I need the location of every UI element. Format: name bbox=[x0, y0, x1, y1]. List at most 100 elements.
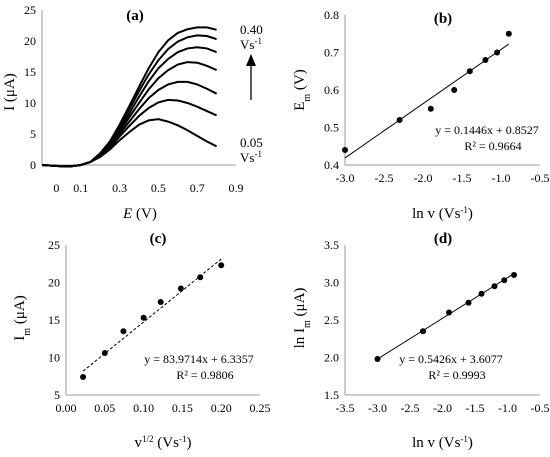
x-axis-label-part: ) bbox=[468, 435, 473, 451]
trendline-equation: y = 0.1446x + 0.8527 bbox=[435, 123, 539, 137]
y-tick-label: 3.0 bbox=[324, 276, 339, 290]
x-tick-label: -0.5 bbox=[531, 171, 550, 185]
scan-rate-bottom-unit-part: Vs bbox=[240, 150, 254, 165]
x-axis-label: E (V) bbox=[122, 206, 157, 222]
y-tick-label: 0 bbox=[30, 158, 36, 172]
y-axis-label: ln Im (μA) bbox=[292, 288, 313, 349]
x-tick-label: -1.0 bbox=[492, 171, 511, 185]
cv-curve-7 bbox=[41, 26, 217, 168]
y-tick-label: 25 bbox=[48, 238, 60, 252]
x-axis-label-part: ) bbox=[468, 206, 473, 222]
panel-title: (a) bbox=[126, 8, 144, 24]
data-point bbox=[465, 299, 472, 306]
y-axis-label-part: E bbox=[292, 102, 308, 111]
cv-curve-3 bbox=[41, 80, 218, 168]
y-tick-label: 5 bbox=[30, 127, 36, 141]
x-tick-label: -2.5 bbox=[401, 401, 420, 415]
data-point bbox=[374, 356, 381, 362]
y-axis-label-part: I (μA) bbox=[2, 73, 18, 111]
trendline-equation: y = 0.5426x + 3.6077 bbox=[399, 352, 503, 366]
x-axis-label-part: -1 bbox=[179, 434, 187, 444]
panel-a: 0 5 10 15 20 25 0.1 0.3 0.5 0.7 0.9 0 (a) E (V) I (μA)… bbox=[2, 3, 263, 222]
x-axis-label-part: E bbox=[122, 206, 132, 222]
x-tick-label: -2.5 bbox=[375, 171, 394, 185]
x-axis-label: ln v (Vs-1) bbox=[412, 434, 473, 451]
data-point bbox=[218, 262, 225, 269]
data-point bbox=[157, 299, 164, 305]
x-tick-label: -3.5 bbox=[336, 401, 355, 415]
x-tick-label: 0.1 bbox=[73, 181, 88, 195]
x-tick-label: 0.15 bbox=[172, 401, 193, 415]
y-tick-label: 0.4 bbox=[324, 158, 339, 172]
x-axis-label-part: 1/2 bbox=[142, 434, 154, 444]
x-tick-label: -1.5 bbox=[453, 171, 472, 185]
y-tick-label: 3.5 bbox=[324, 238, 339, 252]
x-tick-label: 0.20 bbox=[211, 401, 232, 415]
y-axis-label: I (μA) bbox=[2, 73, 18, 111]
panel-b: 0.4 0.5 0.6 0.7 0.8 -3.0 -2.5 -2.0 -1.5 -1.0 -0.5 (… bbox=[292, 8, 550, 222]
trendline bbox=[344, 43, 510, 159]
y-tick-label: 0.8 bbox=[324, 8, 339, 22]
y-tick-label: 1.5 bbox=[324, 388, 339, 402]
y-tick-label: 15 bbox=[48, 313, 60, 327]
x-axis-label-part: -1 bbox=[460, 205, 468, 215]
scan-rate-top: 0.40 bbox=[240, 22, 263, 37]
y-axis-label-part: ln I bbox=[292, 328, 308, 348]
x-tick-label: -1.0 bbox=[498, 401, 517, 415]
r-squared: R² = 0.9993 bbox=[428, 368, 485, 382]
data-point bbox=[396, 117, 403, 123]
data-point bbox=[140, 314, 147, 321]
y-tick-label: 20 bbox=[48, 276, 60, 290]
data-point bbox=[101, 350, 108, 356]
x-tick-label: -3.0 bbox=[368, 401, 387, 415]
scan-rate-bottom-unit-part: -1 bbox=[254, 149, 262, 159]
y-axis-label-part: I bbox=[12, 336, 28, 341]
x-tick-label: 0.10 bbox=[133, 401, 154, 415]
x-tick-label: -2.0 bbox=[414, 171, 433, 185]
scan-rate-bottom: 0.05 bbox=[240, 135, 263, 150]
x-axis-label-part: v bbox=[135, 435, 143, 451]
data-point bbox=[491, 283, 498, 290]
y-tick-label: 10 bbox=[24, 96, 36, 110]
scan-rate-bottom-unit: Vs-1 bbox=[240, 149, 262, 165]
panel-d: 1.52.02.53.03.5-3.5 -3.0 -2.5 -2.0 -1.5 -1.0-… bbox=[292, 231, 550, 451]
data-point bbox=[451, 87, 458, 93]
y-tick-label: 5 bbox=[54, 388, 60, 402]
x-tick-label: -2.0 bbox=[433, 401, 452, 415]
x-axis-label-part: (Vs bbox=[154, 435, 180, 451]
data-point bbox=[446, 309, 452, 316]
data-point bbox=[494, 49, 501, 56]
data-point bbox=[478, 290, 485, 297]
y-axis-label: Im (μA) bbox=[12, 295, 33, 340]
y-axis-label-part: (V) bbox=[292, 69, 308, 94]
x-axis-label-part: (V) bbox=[132, 206, 157, 222]
y-axis-label-part: m bbox=[22, 328, 33, 336]
y-tick-label: 25 bbox=[24, 3, 36, 17]
data-point bbox=[177, 285, 184, 292]
panel-title: (c) bbox=[150, 231, 167, 247]
data-point bbox=[511, 272, 517, 278]
scan-rate-top-unit-part: -1 bbox=[254, 36, 262, 46]
x-tick-label: 0.9 bbox=[229, 181, 244, 195]
y-tick-label: 0.5 bbox=[324, 121, 339, 135]
trendline bbox=[377, 273, 515, 360]
data-point bbox=[342, 147, 348, 153]
r-squared: R² = 0.9806 bbox=[176, 368, 233, 382]
data-point bbox=[482, 57, 489, 63]
y-tick-label: 15 bbox=[24, 65, 36, 79]
x-origin-label: 0 bbox=[53, 181, 59, 195]
y-axis-label-part: m bbox=[302, 320, 313, 328]
x-tick-label: 0.7 bbox=[190, 181, 205, 195]
panel-c: 5 10 15 20 25 0.00 0.05 0.10 0.15 0.20 0.25 (c) y = … bbox=[12, 231, 271, 451]
x-tick-label: -0.5 bbox=[531, 401, 550, 415]
scan-rate-top-unit: Vs-1 bbox=[240, 36, 262, 52]
y-tick-label: 0.6 bbox=[324, 83, 339, 97]
x-tick-label: 0.3 bbox=[112, 181, 127, 195]
y-tick-label: 20 bbox=[24, 34, 36, 48]
scan-rate-top-unit-part: Vs bbox=[240, 37, 254, 52]
x-axis-label-part: ln v (Vs bbox=[412, 206, 460, 222]
data-point bbox=[120, 328, 127, 335]
data-point bbox=[505, 30, 512, 37]
y-tick-label: 2.5 bbox=[324, 313, 339, 327]
